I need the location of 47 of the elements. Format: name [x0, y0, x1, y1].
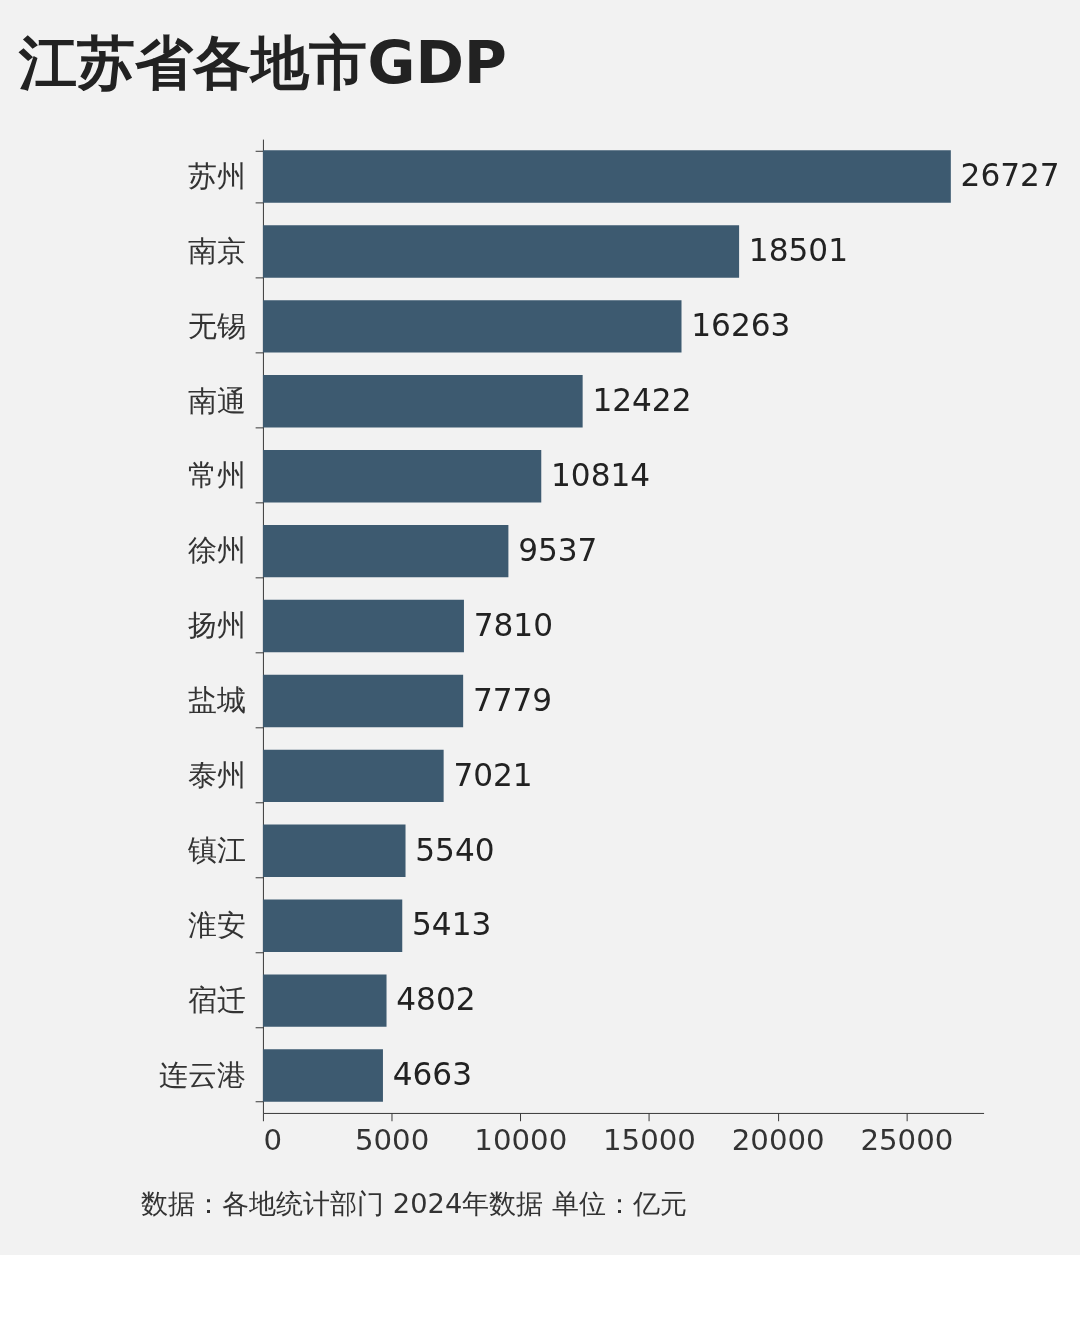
y-tick-label: 徐州 — [187, 533, 246, 568]
x-tick-label: 0 — [263, 1123, 283, 1158]
bar — [262, 150, 951, 203]
bar — [262, 1049, 383, 1102]
bar — [262, 749, 444, 803]
bar — [262, 524, 509, 578]
bar — [262, 674, 464, 728]
bar — [262, 450, 542, 503]
data-label: 26727 — [960, 157, 1060, 194]
y-tick-label: 扬州 — [187, 608, 246, 643]
y-tick-label: 连云港 — [158, 1057, 246, 1092]
y-tick-label: 淮安 — [187, 907, 246, 942]
bar — [262, 225, 740, 278]
data-label: 9537 — [518, 531, 598, 568]
y-tick-label: 镇江 — [186, 833, 246, 868]
bar — [262, 974, 387, 1027]
data-label: 7021 — [453, 756, 533, 793]
bar — [262, 375, 583, 428]
x-tick-label: 10000 — [474, 1123, 568, 1158]
data-label: 7810 — [473, 606, 553, 643]
y-tick-label: 泰州 — [187, 758, 246, 793]
data-label: 16263 — [691, 307, 791, 344]
x-tick-label: 25000 — [860, 1123, 954, 1158]
data-label: 4802 — [396, 981, 476, 1018]
y-tick-label: 盐城 — [187, 683, 246, 718]
data-label: 5413 — [412, 906, 492, 943]
chart-title: 江苏省各地市GDP — [18, 28, 507, 97]
data-label: 10814 — [551, 456, 651, 493]
y-tick-label: 南京 — [187, 233, 246, 268]
y-tick-label: 苏州 — [187, 158, 246, 193]
data-label: 4663 — [392, 1056, 472, 1093]
y-tick-label: 南通 — [187, 383, 246, 418]
bar — [262, 599, 464, 653]
bar — [262, 899, 403, 952]
y-tick-label: 常州 — [187, 458, 246, 493]
x-tick-label: 15000 — [603, 1123, 696, 1158]
x-tick-label: 20000 — [731, 1123, 825, 1158]
x-tick-label: 5000 — [354, 1123, 430, 1158]
text: 数据：各地统计部门 2024年数据 单位：亿元 — [141, 1188, 687, 1220]
y-tick-label: 无锡 — [187, 308, 246, 343]
data-label: 12422 — [592, 382, 692, 419]
y-tick-label: 宿迁 — [187, 982, 246, 1017]
bar — [262, 300, 682, 353]
data-label: 7779 — [472, 681, 553, 718]
bar — [262, 824, 406, 877]
data-label: 18501 — [748, 232, 848, 269]
data-label: 5540 — [415, 831, 495, 868]
